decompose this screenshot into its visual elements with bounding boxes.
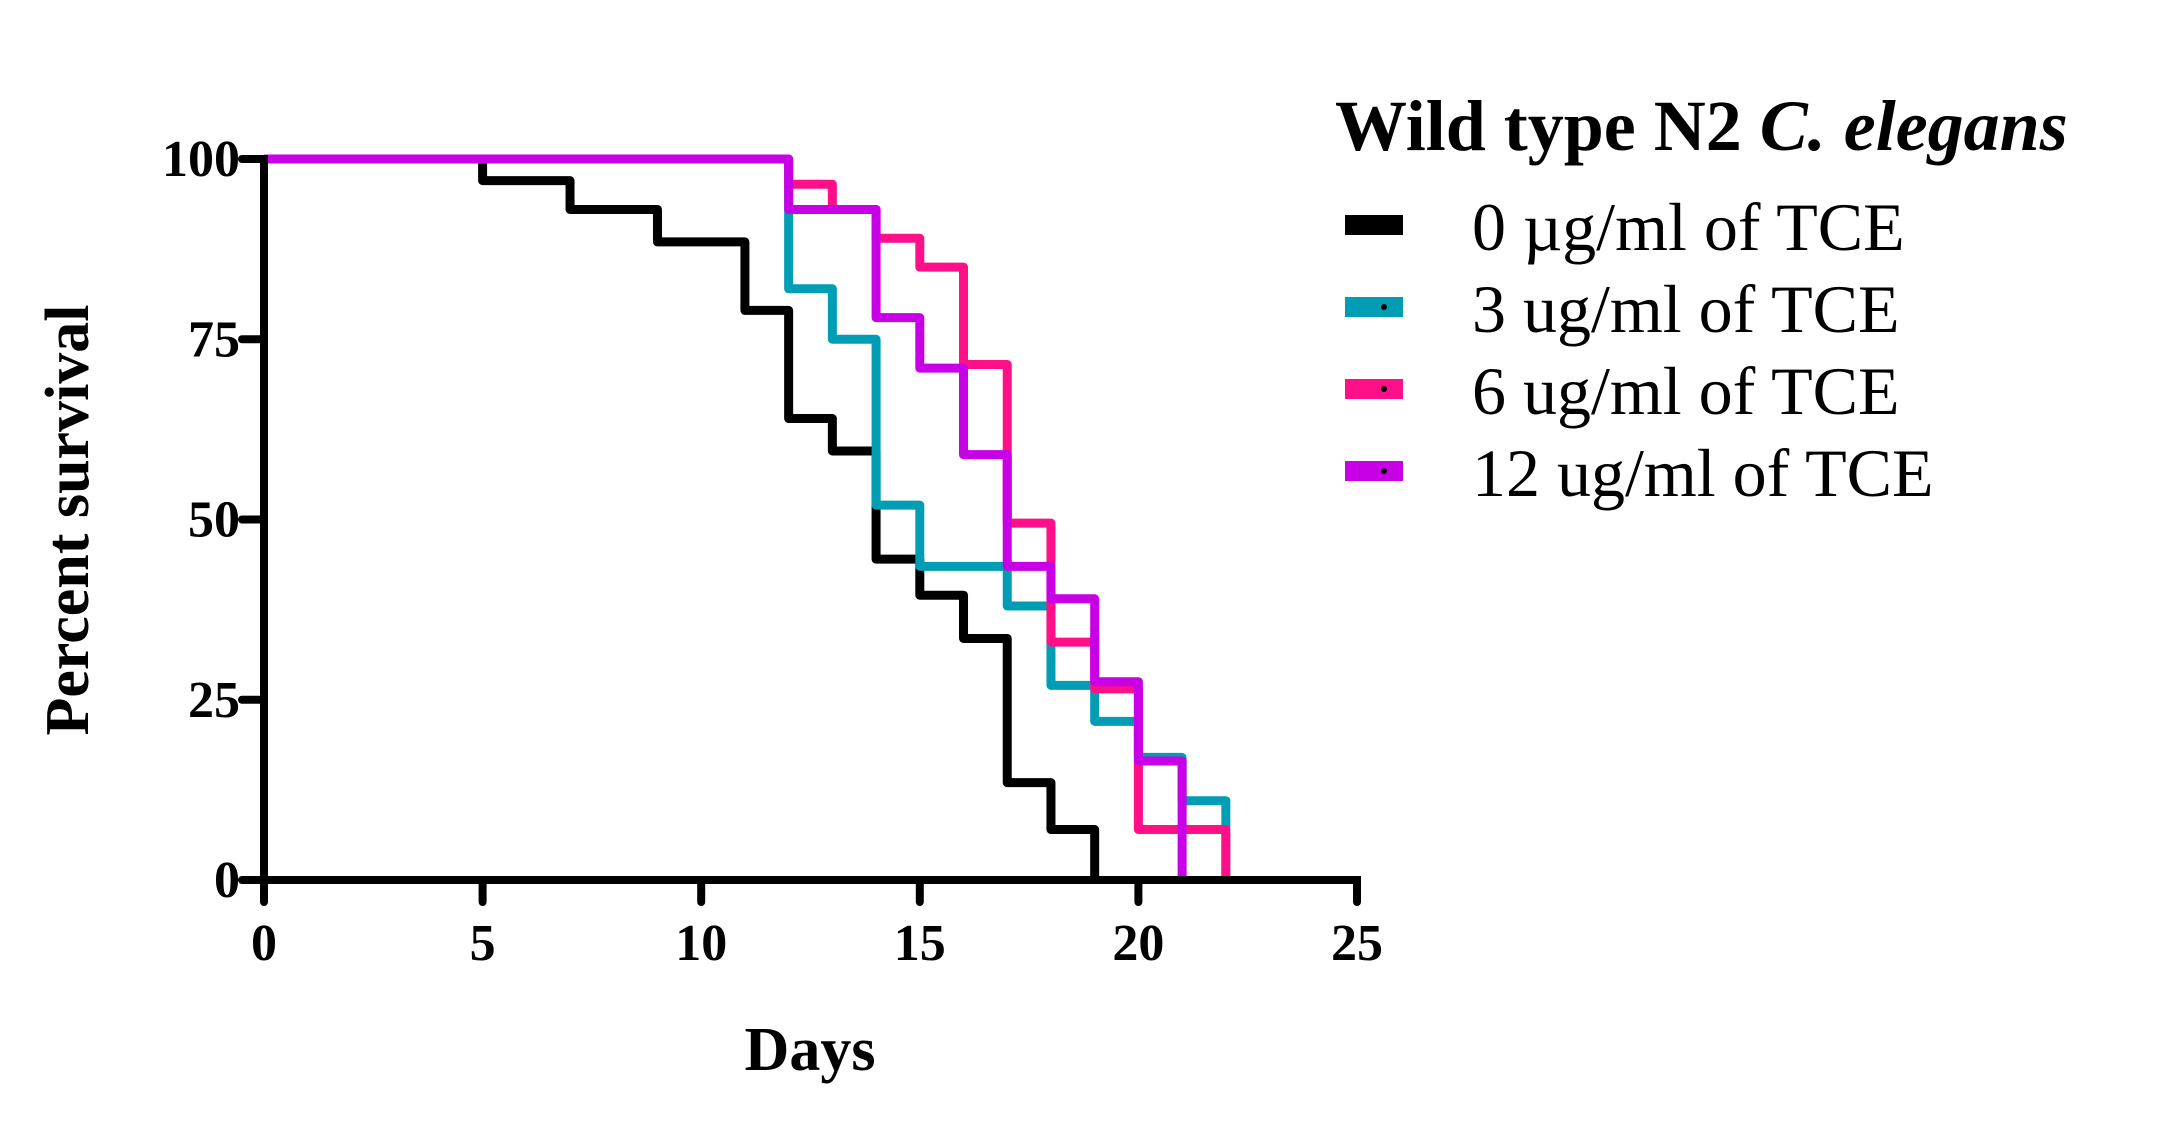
- plot-area: [264, 154, 1231, 880]
- legend-item-3: 12 ug/ml of TCE: [1345, 435, 1934, 511]
- x-tick-label-4: 20: [1112, 915, 1164, 972]
- x-tick-label-1: 5: [470, 915, 496, 972]
- legend-marker-dot-3: [1381, 468, 1387, 474]
- legend-swatch-2: [1345, 379, 1403, 399]
- y-tick-label-3: 75: [188, 311, 240, 368]
- legend-marker-dot-2: [1381, 386, 1387, 392]
- legend-swatch-3: [1345, 461, 1403, 481]
- series-line-0: [264, 154, 1100, 880]
- y-axis-label: Percent survival: [34, 304, 102, 735]
- legend-label-3: 12 ug/ml of TCE: [1472, 435, 1934, 511]
- legend-item-1: 3 ug/ml of TCE: [1345, 271, 1900, 347]
- legend-title-species: C. elegans: [1760, 86, 2068, 166]
- series-line-3: [264, 154, 1187, 880]
- x-tick-label-2: 10: [675, 915, 727, 972]
- legend-label-1: 3 ug/ml of TCE: [1472, 271, 1900, 347]
- legend-title-main: Wild type N2: [1335, 86, 1760, 166]
- axes: 0 5 10 15 20 25 0 25 50 75 100: [162, 131, 1383, 972]
- legend-item-2: 6 ug/ml of TCE: [1345, 353, 1900, 429]
- legend-marker-dot-1: [1381, 304, 1387, 310]
- x-axis-label: Days: [745, 1016, 876, 1084]
- legend-label-0: 0 µg/ml of TCE: [1472, 189, 1905, 265]
- x-tick-label-5: 25: [1331, 915, 1383, 972]
- legend-item-0: 0 µg/ml of TCE: [1345, 189, 1905, 265]
- x-tick-label-3: 15: [894, 915, 946, 972]
- y-tick-label-1: 25: [188, 672, 240, 729]
- legend-swatch-0: [1345, 215, 1403, 235]
- legend-swatch-1: [1345, 297, 1403, 317]
- y-tick-label-4: 100: [162, 131, 240, 188]
- legend-label-2: 6 ug/ml of TCE: [1472, 353, 1900, 429]
- x-tick-label-0: 0: [251, 915, 277, 972]
- y-tick-label-2: 50: [188, 492, 240, 549]
- legend-title: Wild type N2 C. elegans: [1335, 86, 2068, 166]
- y-tick-label-0: 0: [214, 852, 240, 909]
